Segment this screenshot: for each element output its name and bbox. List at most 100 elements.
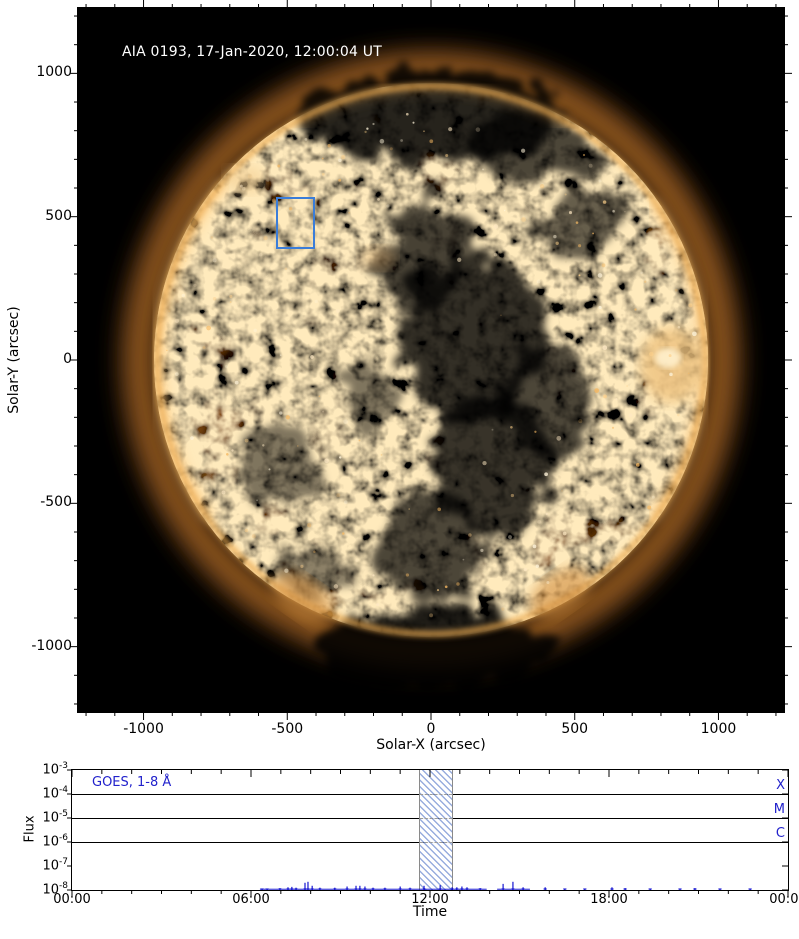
bright-point: [380, 453, 383, 456]
bright-point: [336, 309, 340, 313]
bright-point: [275, 301, 277, 303]
bright-point: [594, 388, 600, 393]
bright-point: [508, 535, 512, 540]
bright-point: [544, 472, 548, 477]
bright-point: [256, 499, 259, 502]
bright-point: [174, 372, 179, 376]
bright-point: [601, 263, 606, 268]
bright-point: [185, 260, 187, 262]
goes-time-tick-label: 06:00: [232, 892, 270, 907]
bright-point: [288, 207, 293, 211]
bright-point: [366, 127, 369, 130]
band-dashed-line: [419, 794, 452, 795]
goes-flux-tick-label: 10-5: [42, 809, 68, 826]
bright-point: [358, 439, 361, 442]
bright-point: [284, 568, 289, 573]
bright-point: [635, 463, 640, 467]
bright-point: [239, 184, 243, 188]
solar-y-tick-label: -1000: [31, 637, 72, 654]
bright-point: [355, 559, 359, 563]
bright-point: [253, 328, 257, 333]
bright-point: [372, 122, 375, 126]
bright-point: [221, 490, 226, 495]
bright-point: [578, 244, 582, 248]
bright-point: [193, 283, 197, 287]
solar-disk-image: [78, 8, 784, 712]
bright-point: [322, 410, 325, 413]
bright-point: [336, 493, 341, 498]
active-regions: [225, 166, 704, 403]
bright-point: [348, 211, 351, 214]
limb-wedge-se: [529, 567, 591, 619]
bright-point: [364, 130, 367, 134]
bright-point: [611, 426, 615, 429]
bright-point: [491, 428, 494, 431]
bright-point: [578, 274, 581, 277]
bright-point: [310, 345, 313, 348]
limb-wedge-sw: [272, 572, 334, 624]
bright-point: [194, 357, 198, 361]
bright-point: [634, 308, 637, 311]
bright-point: [241, 186, 246, 191]
bright-point: [436, 589, 440, 592]
bright-point: [493, 252, 498, 257]
bright-point: [333, 584, 339, 589]
bright-point: [677, 325, 681, 329]
bright-point: [444, 585, 448, 589]
solar-x-tick-label: 0: [426, 721, 436, 737]
bright-point: [523, 568, 527, 572]
bright-point: [321, 157, 324, 160]
solar-x-tick-label: 500: [561, 721, 589, 737]
bright-point: [486, 576, 490, 580]
bright-point: [284, 267, 288, 271]
limb-ring: [154, 83, 708, 637]
bright-point: [482, 168, 484, 171]
bright-point: [555, 241, 559, 245]
goes-flux-tick-label: 10-4: [42, 785, 68, 802]
x-axis-title: Solar-X (arcsec): [376, 737, 486, 753]
bright-point: [268, 468, 271, 471]
event-time-band: [418, 770, 453, 890]
bright-point: [568, 211, 573, 215]
bright-point: [300, 564, 304, 569]
bright-point: [174, 318, 180, 323]
bright-point: [562, 531, 567, 536]
goes-time-tick-label: 12:00: [411, 892, 449, 907]
solar-y-tick-label: 500: [45, 207, 72, 224]
bright-point: [307, 523, 312, 528]
bright-point: [612, 209, 615, 213]
solar-y-tick-label: -500: [40, 494, 72, 511]
bright-point: [500, 314, 502, 317]
bright-point: [271, 198, 277, 203]
bright-point: [651, 495, 655, 499]
bright-point: [692, 331, 697, 337]
bright-point: [539, 184, 545, 189]
bright-point: [553, 234, 557, 239]
bright-point: [561, 490, 563, 492]
bright-point: [389, 147, 393, 151]
bright-point: [344, 500, 348, 504]
bright-point: [532, 544, 537, 549]
bright-point: [546, 580, 550, 585]
bright-point: [262, 444, 265, 447]
image-title: AIA 0193, 17-Jan-2020, 12:00:04 UT: [122, 44, 382, 60]
bright-point: [640, 271, 643, 275]
band-dashed-line: [419, 842, 452, 843]
bright-point: [314, 299, 318, 304]
bright-point: [338, 158, 342, 163]
solar-y-tick-label: 0: [63, 351, 72, 367]
y-axis-title: Solar-Y (arcsec): [6, 306, 22, 414]
bright-point: [687, 372, 690, 375]
bright-point: [457, 257, 462, 262]
bright-point: [386, 204, 390, 208]
bright-point: [342, 532, 345, 535]
bright-point: [628, 413, 633, 418]
bright-point: [210, 236, 214, 239]
bright-point: [534, 430, 537, 433]
goes-flux-tick-label: 10-6: [42, 833, 68, 850]
bright-point: [202, 346, 206, 350]
bright-point: [669, 372, 673, 377]
bright-point: [372, 574, 375, 577]
bright-point: [423, 130, 425, 132]
